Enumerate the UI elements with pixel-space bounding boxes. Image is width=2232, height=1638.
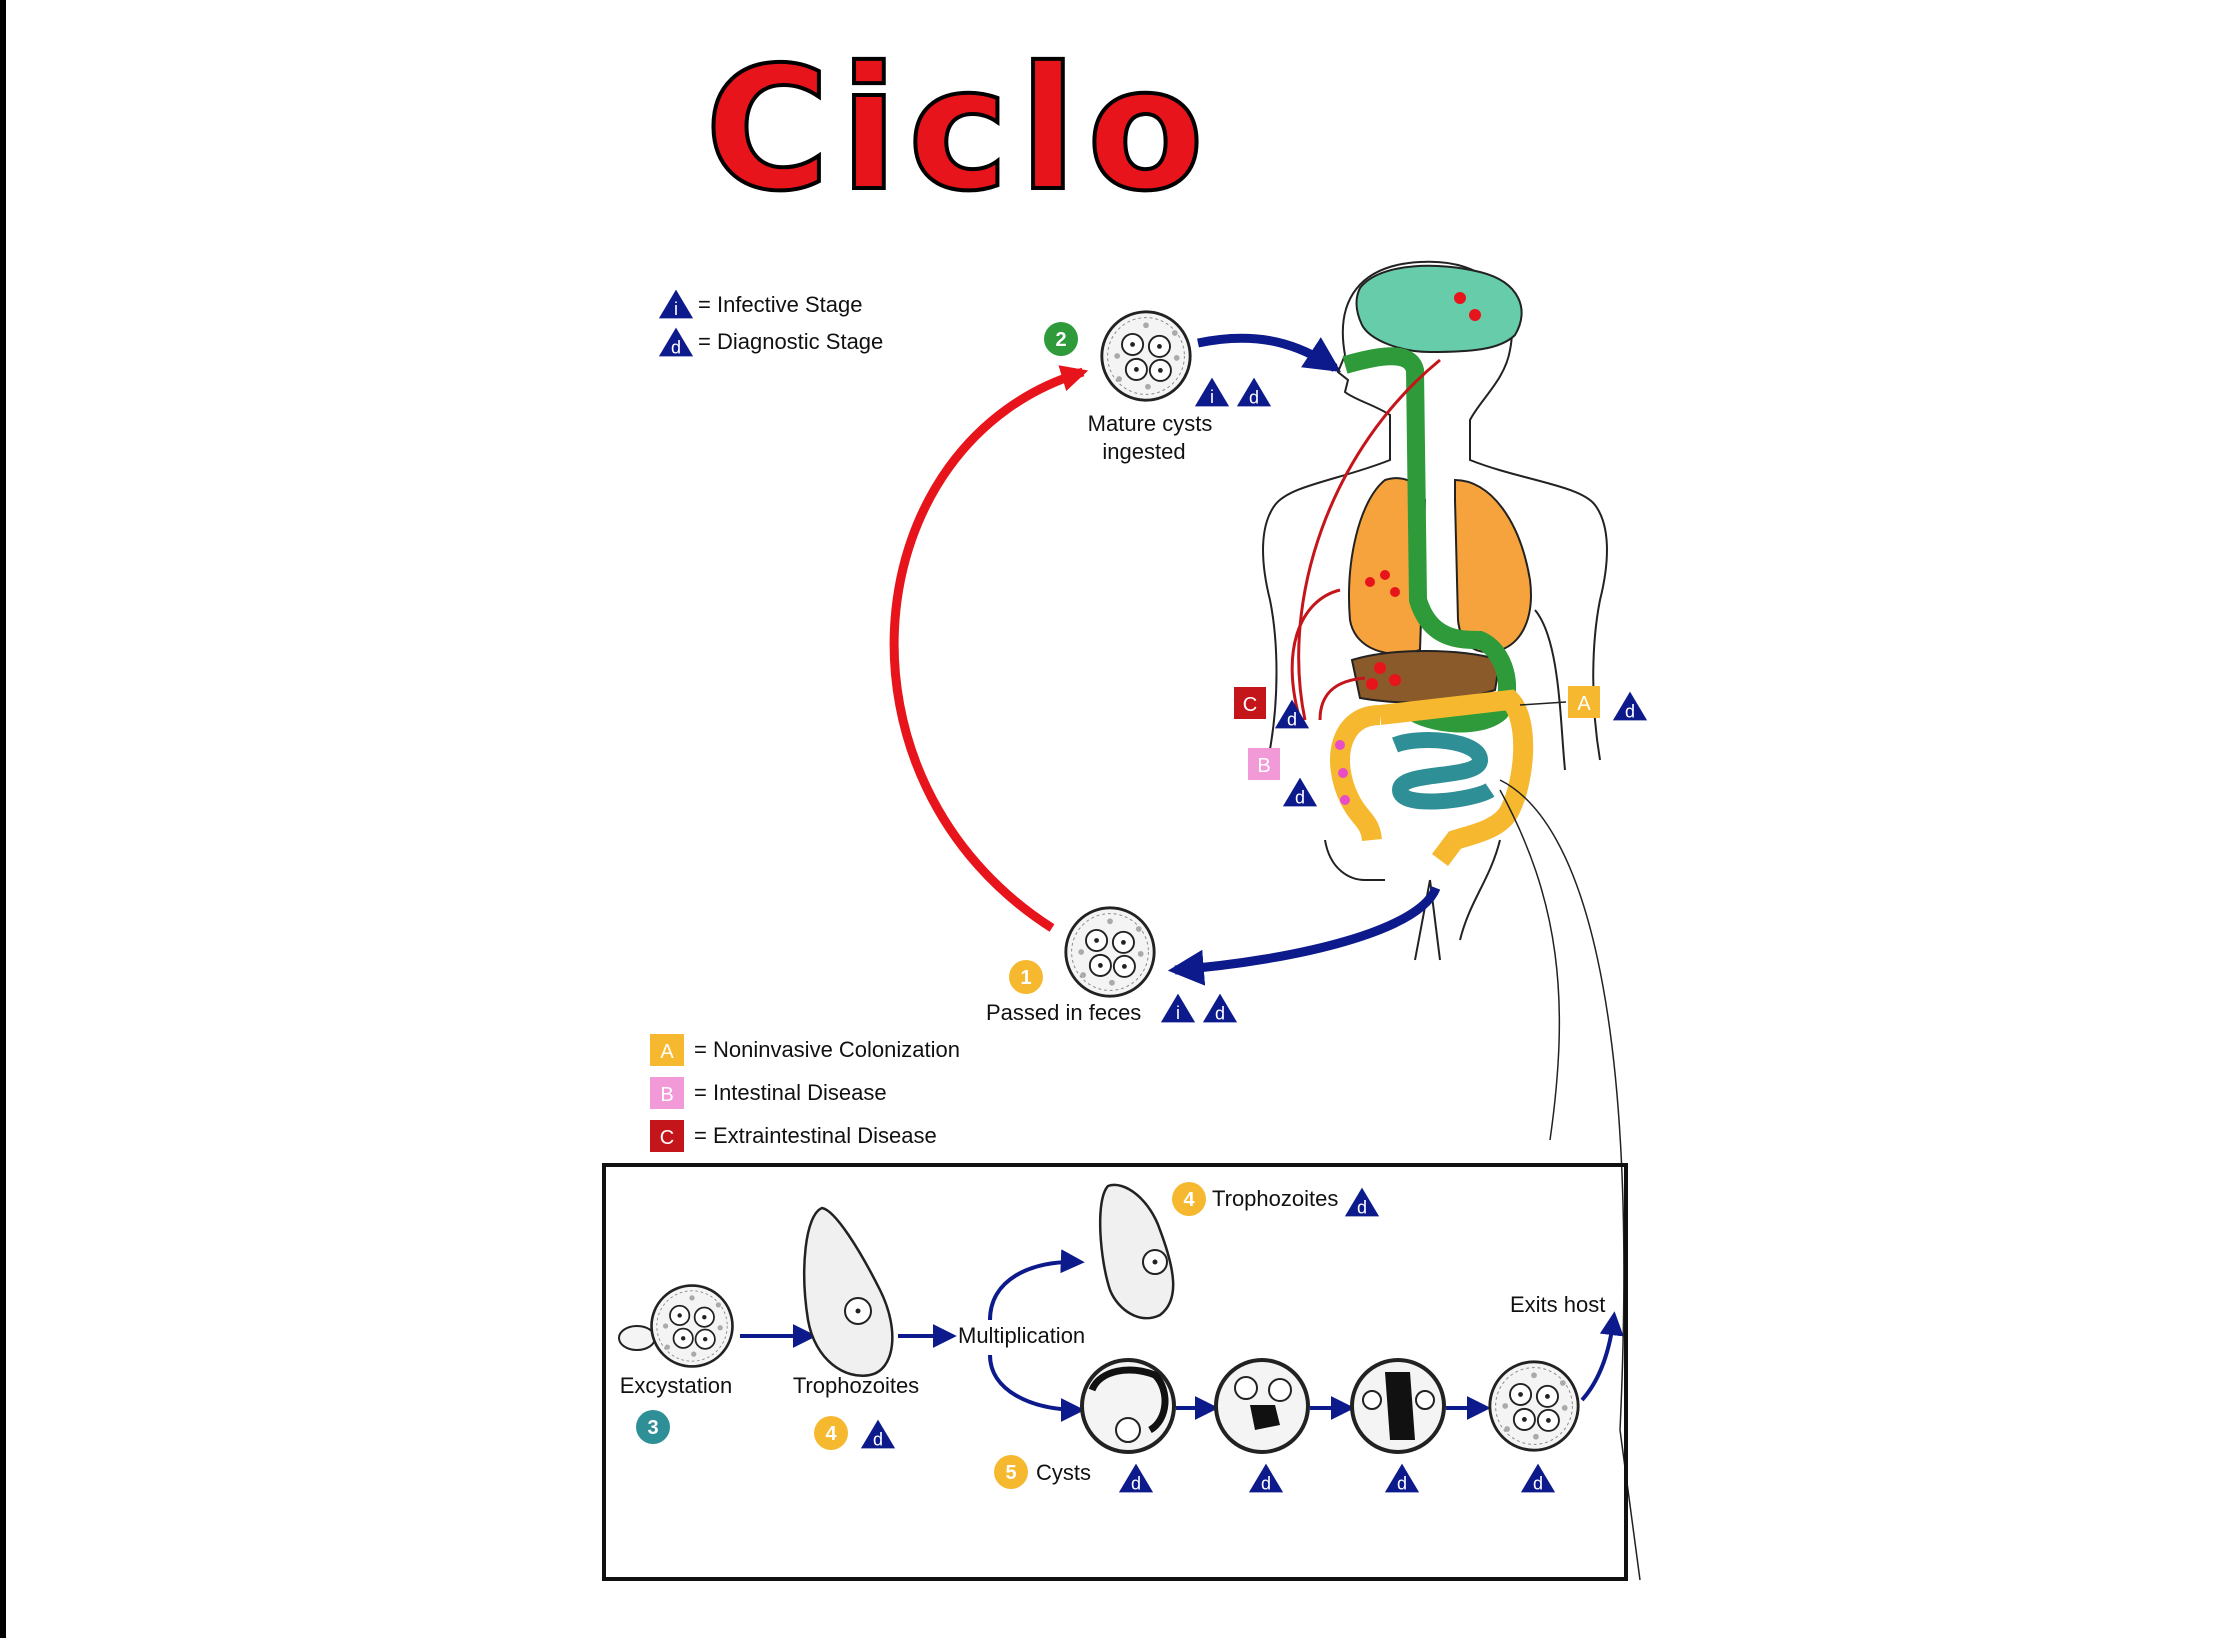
- cycle-red-arc: [889, 365, 1089, 932]
- marker-b-label: B: [1257, 755, 1270, 777]
- trophozoites-label: Trophozoites: [793, 1373, 919, 1398]
- step-3-number: 3: [647, 1417, 658, 1439]
- multiplication-label: Multiplication: [958, 1323, 1085, 1348]
- arrow-to-trophozoite-top: [988, 1249, 1085, 1321]
- step-1-circle: [1009, 960, 1043, 994]
- exits-host-label: Exits host: [1510, 1292, 1605, 1317]
- step-2-infective-icon: [1194, 377, 1230, 407]
- step-2-circle: [1044, 322, 1078, 356]
- marker-a-label: A: [1577, 693, 1591, 715]
- step-4-top-diagnostic-icon: [1344, 1187, 1380, 1218]
- mature-cyst-image: [1100, 310, 1192, 402]
- step-4-diagnostic-icon: [860, 1419, 896, 1450]
- legend-a-box: [650, 1034, 684, 1066]
- legend-c-box: [650, 1120, 684, 1152]
- passed-cyst-image: [1064, 906, 1156, 998]
- marker-c-label: C: [1243, 694, 1257, 716]
- marker-a: [1568, 686, 1600, 718]
- step-2-diagnostic-icon: [1236, 377, 1272, 408]
- human-body: [1262, 260, 1608, 961]
- stage-legend: = Infective Stage = Diagnostic Stage: [658, 289, 883, 358]
- slide-title: Ciclo: [703, 31, 1214, 229]
- step-2-number: 2: [1055, 329, 1066, 351]
- brain-lesion: [1469, 309, 1481, 321]
- large-intestine: [1330, 689, 1534, 866]
- brain-lesion: [1454, 292, 1466, 304]
- step-4-top-number: 4: [1183, 1189, 1195, 1211]
- exit-arrow: [1580, 1311, 1624, 1402]
- excystation-label: Excystation: [620, 1373, 733, 1398]
- marker-c: [1234, 687, 1266, 719]
- diagnostic-stage-label: = Diagnostic Stage: [698, 329, 883, 354]
- cyst-4-diagnostic-icon: [1520, 1463, 1556, 1494]
- legend-a-label: = Noninvasive Colonization: [694, 1037, 960, 1062]
- cysts-label: Cysts: [1036, 1460, 1091, 1485]
- cyst-2-diagnostic-icon: [1248, 1463, 1284, 1494]
- spread-arrow-brain: [1297, 358, 1441, 721]
- step-2-label-line1: Mature cysts: [1088, 411, 1213, 436]
- legend-c-label: = Extraintestinal Disease: [694, 1123, 937, 1148]
- right-lung: [1454, 478, 1532, 654]
- excretion-arrow: [1167, 886, 1441, 986]
- step-4-number: 4: [825, 1423, 837, 1445]
- step-4-circle: [814, 1416, 848, 1450]
- cyst-3-diagnostic-icon: [1384, 1463, 1420, 1494]
- cyst-stage-2: [1214, 1358, 1310, 1454]
- legend-b-label: = Intestinal Disease: [694, 1080, 887, 1105]
- step-1-number: 1: [1020, 967, 1031, 989]
- brain: [1355, 264, 1523, 354]
- ingestion-arrow: [1197, 333, 1342, 372]
- svg-text:A: A: [660, 1041, 674, 1063]
- excystation-figure: [618, 1284, 734, 1368]
- step-1-diagnostic-icon: [1202, 993, 1238, 1024]
- diagnostic-stage-icon: [658, 327, 694, 358]
- cyst-1-diagnostic-icon: [1118, 1463, 1154, 1494]
- step-1-label: Passed in feces: [986, 1000, 1141, 1025]
- marker-b-diagnostic-icon: [1282, 777, 1318, 808]
- trophozoite-image: [803, 1206, 894, 1377]
- cyst-stage-1: [1080, 1358, 1176, 1454]
- small-intestine: [1391, 732, 1495, 810]
- cyst-stage-3: [1350, 1358, 1446, 1454]
- svg-text:B: B: [660, 1084, 673, 1106]
- disease-legend: A = Noninvasive Colonization B = Intesti…: [650, 1034, 960, 1152]
- spread-arrow-lung: [1290, 588, 1341, 721]
- step-4-top-circle: [1172, 1182, 1206, 1216]
- left-edge-bar: [0, 0, 6, 1638]
- inset-box: [602, 1163, 1628, 1581]
- exit-line: [1499, 779, 1641, 1581]
- svg-text:C: C: [660, 1127, 674, 1149]
- arrow-to-cysts: [988, 1354, 1085, 1422]
- step-3-circle: [636, 1410, 670, 1444]
- cyst-stage-4: [1488, 1360, 1580, 1452]
- infective-stage-label: = Infective Stage: [698, 292, 863, 317]
- step-5-circle: [994, 1455, 1028, 1489]
- exit-line: [1499, 789, 1561, 1141]
- trophozoite-top-image: [1098, 1183, 1175, 1320]
- trophozoites-top-label: Trophozoites: [1212, 1186, 1338, 1211]
- legend-b-box: [650, 1077, 684, 1109]
- spread-arrow-liver: [1318, 676, 1366, 721]
- marker-b: [1248, 748, 1280, 780]
- digestive-tract: [1342, 347, 1517, 733]
- step-2-label-line2: ingested: [1102, 439, 1185, 464]
- infective-stage-icon: [658, 289, 694, 319]
- marker-a-diagnostic-icon: [1612, 691, 1648, 722]
- step-1-infective-icon: [1160, 993, 1196, 1023]
- step-5-number: 5: [1005, 1462, 1016, 1484]
